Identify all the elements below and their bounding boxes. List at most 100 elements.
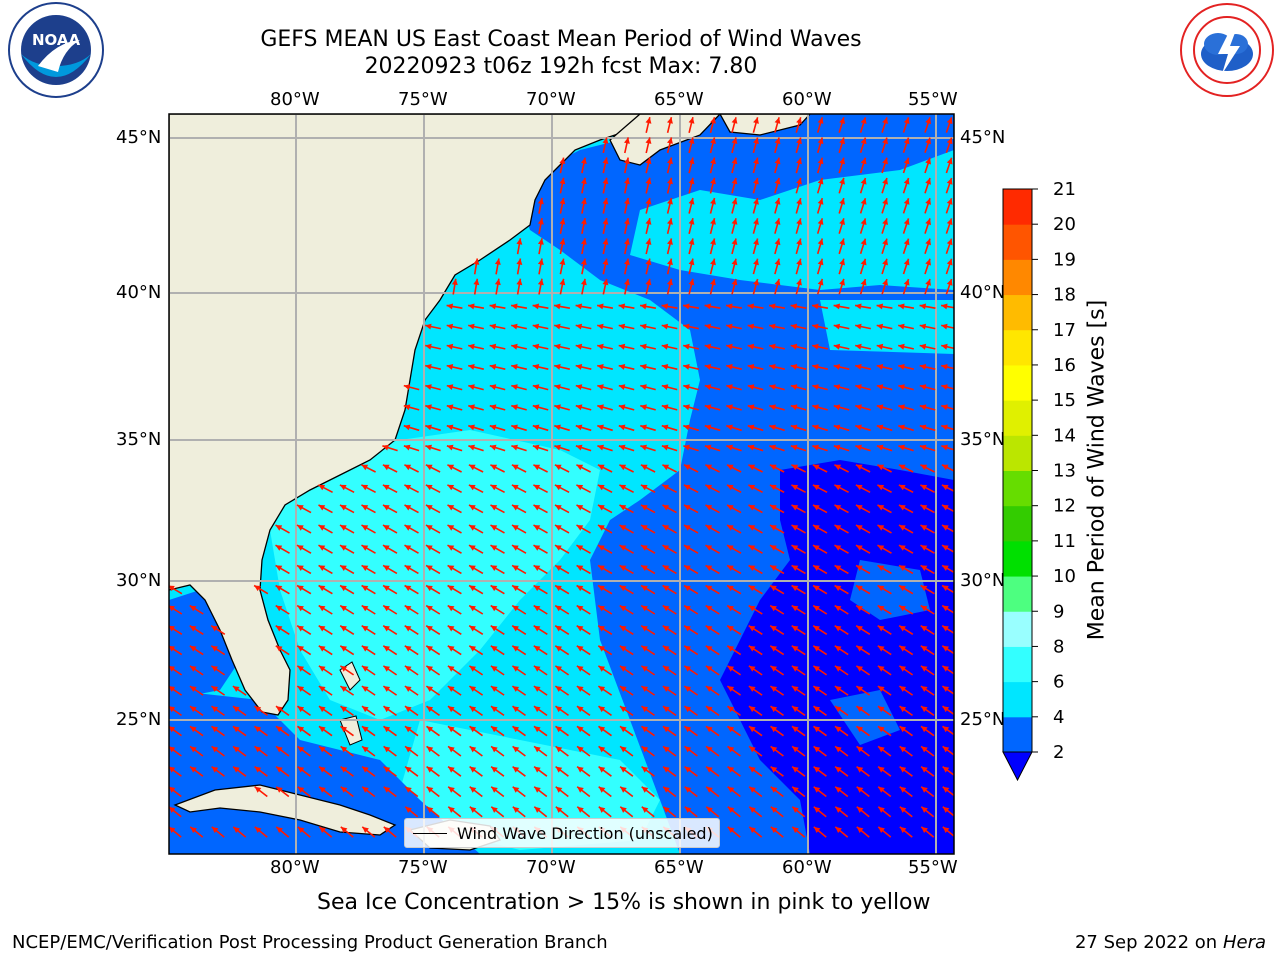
wave-arrow-head: [340, 565, 347, 571]
wave-arrow-head: [489, 424, 497, 431]
wave-arrow-head: [770, 686, 778, 692]
wave-arrow-head: [447, 645, 455, 652]
wave-arrow-head: [426, 726, 434, 733]
wave-arrow-head: [877, 525, 885, 531]
wave-arrow-head: [512, 706, 520, 713]
wave-arrow-head: [404, 686, 412, 692]
wave-arrow-head: [618, 323, 626, 330]
wave-arrow-head: [878, 826, 885, 833]
wave-arrow-head: [688, 258, 695, 266]
colorbar-label: Mean Period of Wind Waves [s]: [1084, 299, 1110, 641]
wave-arrow-head: [749, 746, 756, 753]
wave-arrow-head: [404, 625, 412, 632]
wave-arrow-head: [876, 444, 884, 451]
wave-arrow-head: [663, 706, 670, 713]
wave-arrow-head: [581, 177, 587, 185]
wave-arrow-head: [169, 766, 176, 773]
wave-arrow-head: [688, 177, 695, 185]
wave-arrow-head: [705, 645, 713, 652]
wave-arrow-head: [254, 766, 262, 773]
wave-arrow-head: [640, 484, 648, 491]
wave-arrow-head: [941, 484, 949, 491]
lon-label-top-65w: 65°W: [654, 89, 704, 110]
wave-arrow-head: [232, 686, 240, 692]
wave-arrow-head: [920, 686, 928, 692]
wave-arrow-head: [597, 464, 605, 471]
wave-arrow-head: [448, 746, 455, 753]
wave-arrow-head: [684, 585, 691, 592]
wave-arrow-head: [469, 806, 477, 813]
wave-arrow-head: [791, 625, 799, 632]
wave-arrow-head: [489, 323, 497, 330]
wave-arrow-head: [318, 625, 326, 632]
wave-arrow-head: [834, 484, 842, 491]
wave-arrow-head: [727, 726, 735, 733]
wave-arrow-head: [624, 278, 630, 286]
wave-arrow-head: [903, 178, 910, 185]
wave-arrow-head: [834, 585, 842, 592]
wave-arrow-head: [426, 766, 434, 773]
map-frame: [168, 113, 955, 855]
wave-arrow-head: [340, 505, 347, 511]
wave-arrow-head: [856, 766, 864, 773]
wave-arrow-head: [792, 726, 799, 733]
wave-arrow-head: [925, 157, 931, 165]
wave-arrow-head: [597, 444, 604, 451]
wave-arrow-head: [340, 686, 348, 692]
wave-arrow-head: [404, 665, 412, 672]
wave-arrow-head: [404, 464, 412, 471]
wave-arrow-head: [383, 786, 391, 793]
wave-arrow-head: [512, 585, 519, 592]
wave-arrow-head: [446, 404, 454, 411]
wave-arrow-head: [770, 706, 778, 713]
wave-arrow-head: [813, 726, 821, 733]
wave-arrow-head: [941, 444, 948, 451]
wave-arrow-head: [576, 645, 584, 652]
wave-arrow-head: [882, 137, 888, 145]
wave-arrow-head: [855, 343, 862, 350]
wave-arrow-head: [447, 686, 455, 692]
wave-arrow-head: [597, 404, 604, 411]
wave-arrow-head: [710, 278, 716, 286]
wave-arrow-head: [405, 746, 412, 753]
wave-arrow-head: [688, 157, 695, 165]
wave-arrow-head: [319, 766, 326, 773]
colorbar-tick-label: 9: [1053, 601, 1064, 622]
wave-arrow-head: [727, 686, 735, 692]
wave-arrow-head: [663, 726, 670, 733]
wave-arrow-head: [382, 484, 390, 491]
wave-arrow-head: [233, 706, 240, 713]
wave-field-lightcyan: [270, 430, 600, 720]
wind-wave-arrows: [169, 117, 954, 838]
colorbar-segment: [1003, 400, 1032, 436]
wave-arrow-head: [856, 786, 864, 793]
colorbar-segment: [1003, 681, 1032, 718]
wave-arrow-head: [727, 525, 734, 531]
wave-arrow-head: [446, 323, 454, 330]
footer-date: 27 Sep 2022 on Hera: [1075, 932, 1266, 953]
wave-arrow-head: [512, 545, 519, 551]
noaa-logo: NOAA: [8, 2, 104, 98]
wave-arrow-head: [641, 726, 649, 733]
wave-arrow-head: [618, 303, 626, 310]
wave-arrow-head: [898, 303, 905, 310]
wave-arrow-head: [619, 686, 627, 692]
wave-arrow-head: [812, 343, 819, 350]
wave-arrow-head: [817, 117, 824, 124]
wave-arrow-head: [619, 525, 627, 531]
wave-arrow-head: [770, 545, 777, 551]
wave-arrow-head: [491, 786, 498, 793]
wave-arrow-head: [319, 826, 326, 833]
wave-arrow-head: [706, 766, 713, 773]
wave-arrow-head: [920, 665, 928, 672]
wave-arrow-head: [276, 706, 283, 713]
wave-arrow-head: [942, 585, 949, 592]
wave-arrow-head: [770, 625, 777, 632]
colorbar-tick-label: 11: [1053, 531, 1076, 552]
wave-arrow-head: [790, 444, 798, 451]
wave-arrow-head: [640, 464, 648, 471]
wave-arrow-head: [726, 444, 733, 451]
wave-arrow-head: [899, 665, 906, 672]
wave-arrow-head: [942, 645, 949, 652]
